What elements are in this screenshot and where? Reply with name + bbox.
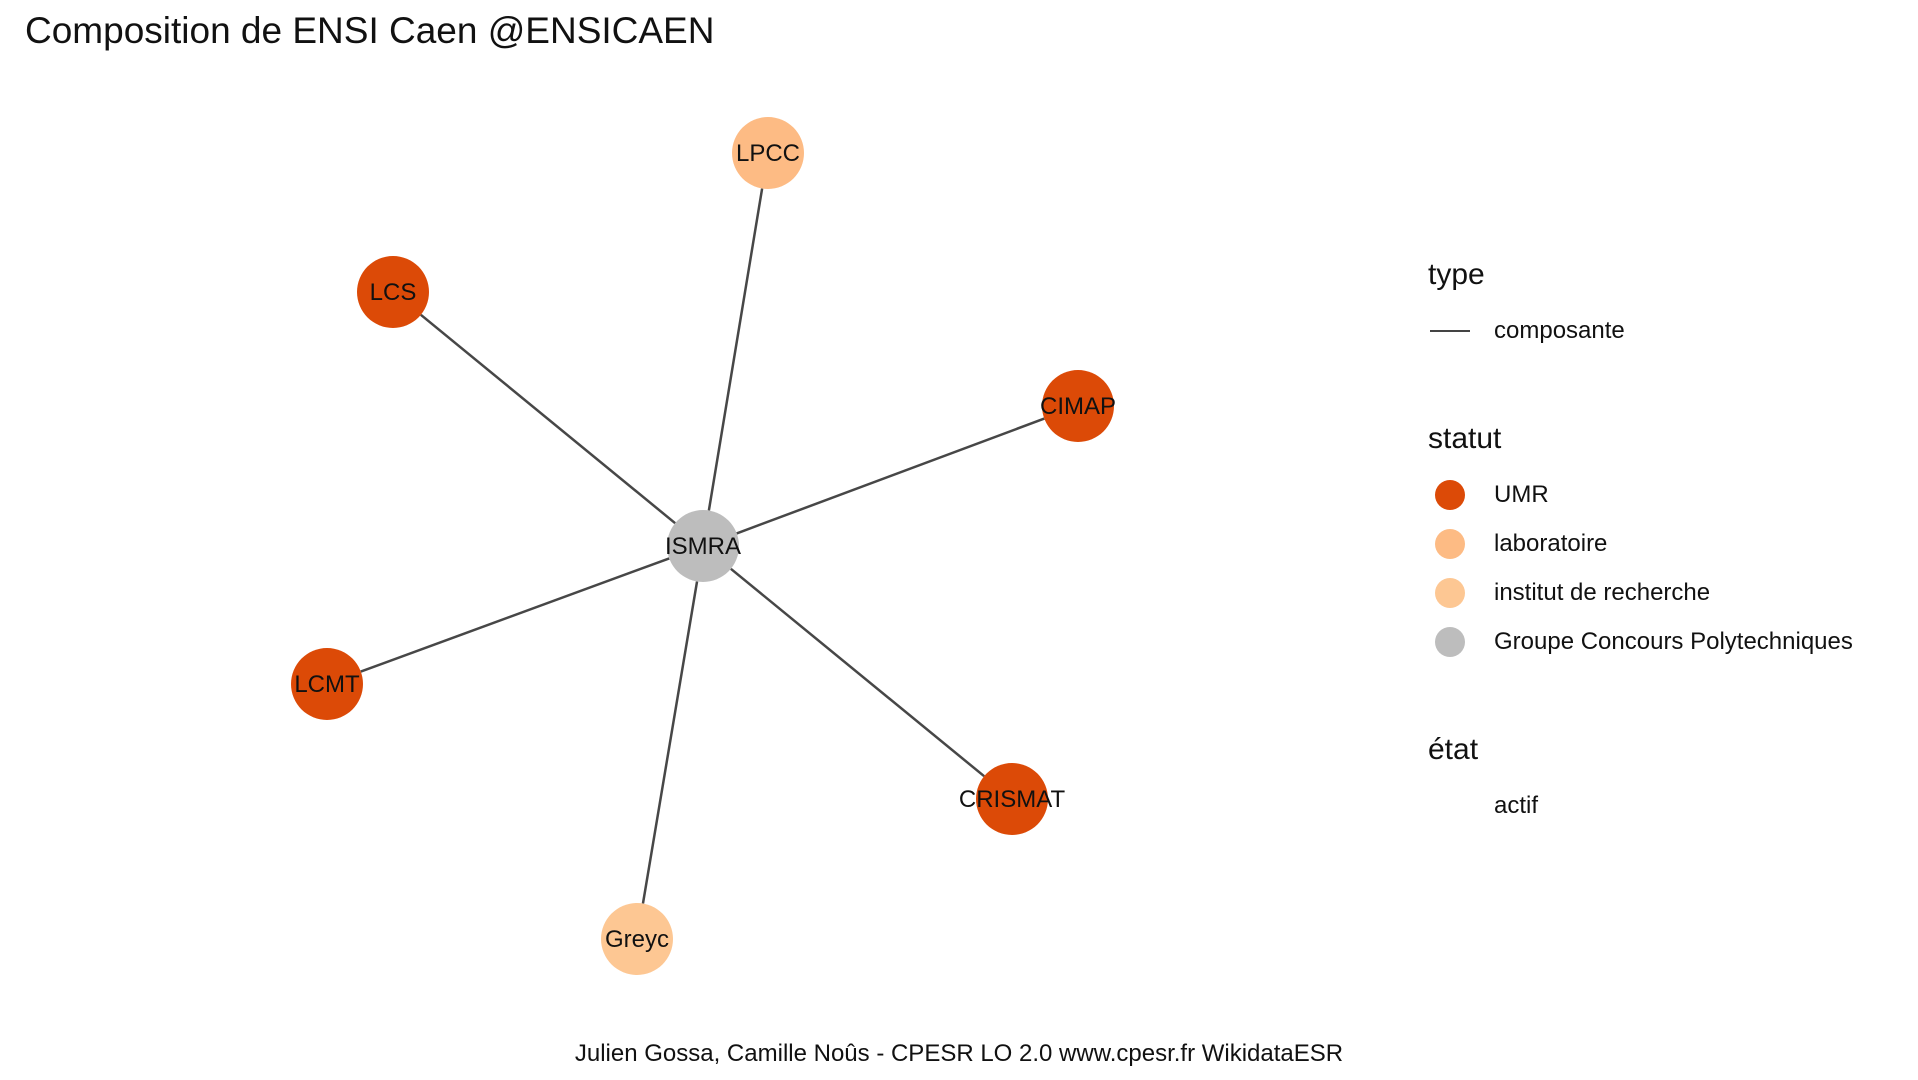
legend-type: type composante: [1428, 258, 1625, 355]
node-lcs: LCS: [357, 256, 429, 328]
edge-ismra-crismat: [730, 567, 985, 778]
edge-line-icon: [1430, 329, 1470, 332]
edge-ismra-lcmt: [360, 557, 670, 673]
edge-ismra-lcs: [420, 313, 676, 525]
legend-item-label: composante: [1494, 316, 1625, 344]
node-circle: [732, 117, 804, 189]
node-circle: [976, 763, 1048, 835]
laboratoire-dot-icon: [1435, 528, 1465, 559]
node-label: ISMRA: [665, 533, 741, 560]
legend-item-groupe: Groupe Concours Polytechniques: [1428, 617, 1853, 666]
node-label: LPCC: [736, 140, 800, 167]
institut-dot-icon: [1435, 577, 1465, 608]
node-lcmt: LCMT: [291, 648, 363, 720]
node-circle: [357, 256, 429, 328]
node-label: CIMAP: [1040, 393, 1116, 420]
node-ismra: ISMRA: [665, 510, 741, 582]
legend-item-label: institut de recherche: [1494, 578, 1711, 606]
node-label: LCS: [370, 279, 417, 306]
legend-etat-title: état: [1428, 733, 1479, 766]
legend-etat: état actif: [1428, 733, 1538, 830]
legend-item-label: laboratoire: [1494, 529, 1608, 557]
edge-ismra-lpcc: [707, 188, 764, 511]
node-greyc: Greyc: [601, 903, 673, 975]
network-graph: ISMRA LPCC LCS CIMAP LCMT CRISMAT Greyc: [291, 117, 1116, 975]
legend-statut-title: statut: [1428, 422, 1502, 455]
node-cimap: CIMAP: [1040, 370, 1116, 442]
legend-item-label: UMR: [1494, 480, 1549, 508]
node-label: LCMT: [294, 671, 360, 698]
nodes-layer: ISMRA LPCC LCS CIMAP LCMT CRISMAT Greyc: [291, 117, 1116, 975]
edges-layer: [360, 188, 1045, 904]
node-lpcc: LPCC: [732, 117, 804, 189]
node-circle: [1042, 370, 1114, 442]
node-label: Greyc: [605, 926, 669, 953]
legend-item-institut: institut de recherche: [1428, 568, 1853, 617]
legend-item-label: actif: [1494, 791, 1539, 819]
edge-ismra-greyc: [641, 581, 699, 904]
legend-statut: statut UMR laboratoire institut de reche…: [1428, 422, 1853, 666]
node-circle: [601, 903, 673, 975]
legend-item-label: Groupe Concours Polytechniques: [1494, 627, 1853, 655]
page-title: Composition de ENSI Caen @ENSICAEN: [25, 10, 715, 51]
legend-item-laboratoire: laboratoire: [1428, 519, 1853, 568]
node-crismat: CRISMAT: [959, 763, 1066, 835]
node-label: CRISMAT: [959, 786, 1066, 813]
groupe-dot-icon: [1435, 626, 1465, 657]
node-circle: [667, 510, 739, 582]
edge-ismra-cimap: [736, 417, 1045, 535]
node-circle: [291, 648, 363, 720]
caption: Julien Gossa, Camille Noûs - CPESR LO 2.…: [574, 1040, 1344, 1067]
legend-item-composante: composante: [1428, 306, 1625, 355]
legend-item-actif: actif: [1428, 781, 1538, 830]
legend-item-umr: UMR: [1428, 470, 1853, 519]
umr-dot-icon: [1435, 479, 1465, 510]
legend-type-title: type: [1428, 258, 1485, 291]
